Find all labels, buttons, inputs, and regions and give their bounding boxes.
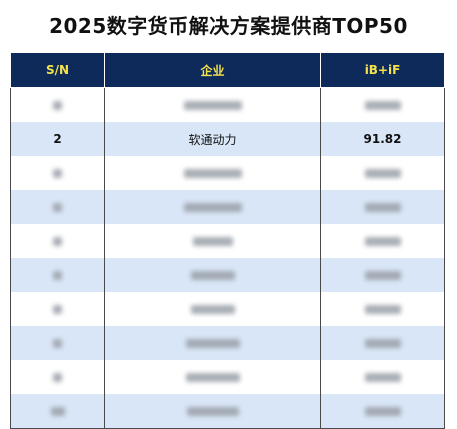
- page-title: 2025数字货币解决方案提供商TOP50: [49, 14, 408, 38]
- blurred-company: [185, 373, 240, 382]
- blurred-sn: [53, 203, 62, 212]
- sn-cell: [10, 258, 105, 292]
- company-cell: [104, 190, 321, 224]
- table-row: [10, 156, 445, 190]
- score-cell: [320, 326, 445, 360]
- score-cell: [320, 360, 445, 394]
- score-cell: [320, 394, 445, 429]
- blurred-score: [364, 373, 401, 382]
- column-header-sn: S/N: [10, 52, 105, 88]
- blurred-sn: [50, 407, 65, 416]
- company-cell: [104, 87, 321, 122]
- sn-cell: [10, 224, 105, 258]
- company-cell: [104, 394, 321, 429]
- company-cell: [104, 326, 321, 360]
- blurred-sn: [53, 237, 62, 246]
- sn-cell: 2: [10, 122, 105, 156]
- blurred-sn: [53, 339, 62, 348]
- sn-cell: [10, 360, 105, 394]
- sn-cell: [10, 394, 105, 429]
- blurred-sn: [53, 373, 62, 382]
- blurred-company: [185, 339, 240, 348]
- score-cell: [320, 258, 445, 292]
- company-cell: [104, 224, 321, 258]
- blurred-score: [364, 305, 401, 314]
- table-body: 2 软通动力 91.82: [10, 87, 445, 429]
- blurred-score: [364, 339, 401, 348]
- score-cell: [320, 156, 445, 190]
- blurred-score: [364, 203, 401, 212]
- blurred-score: [364, 101, 401, 110]
- score-cell: 91.82: [320, 122, 445, 156]
- sn-cell: [10, 87, 105, 122]
- blurred-company: [192, 237, 233, 246]
- table-row: [10, 360, 445, 394]
- blurred-sn: [53, 305, 62, 314]
- blurred-company: [190, 305, 235, 314]
- company-cell: 软通动力: [104, 122, 321, 156]
- blurred-company: [183, 169, 242, 178]
- column-header-score: iB+iF: [320, 52, 445, 88]
- blurred-score: [364, 237, 401, 246]
- score-cell: [320, 292, 445, 326]
- table-row: [10, 258, 445, 292]
- blurred-company: [190, 271, 235, 280]
- blurred-score: [364, 169, 401, 178]
- score-cell: [320, 87, 445, 122]
- table-row: 2 软通动力 91.82: [10, 122, 445, 156]
- table-header-row: S/N 企业 iB+iF: [10, 52, 445, 88]
- sn-cell: [10, 292, 105, 326]
- company-cell: [104, 156, 321, 190]
- company-cell: [104, 360, 321, 394]
- sn-cell: [10, 190, 105, 224]
- score-cell: [320, 190, 445, 224]
- sn-cell: [10, 156, 105, 190]
- sn-cell: [10, 326, 105, 360]
- blurred-score: [364, 271, 401, 280]
- table-row: [10, 394, 445, 429]
- blurred-company: [183, 203, 242, 212]
- table-row: [10, 292, 445, 326]
- column-header-company: 企业: [104, 52, 321, 88]
- blurred-sn: [53, 271, 62, 280]
- ranking-table: S/N 企业 iB+iF 2 软通动力 91.82: [10, 52, 445, 429]
- blurred-sn: [53, 101, 62, 110]
- blurred-sn: [53, 169, 62, 178]
- table-row: [10, 326, 445, 360]
- company-cell: [104, 292, 321, 326]
- score-cell: [320, 224, 445, 258]
- blurred-company: [183, 101, 242, 110]
- table-row: [10, 224, 445, 258]
- company-cell: [104, 258, 321, 292]
- blurred-company: [186, 407, 239, 416]
- blurred-score: [364, 407, 401, 416]
- table-row: [10, 190, 445, 224]
- table-row: [10, 87, 445, 122]
